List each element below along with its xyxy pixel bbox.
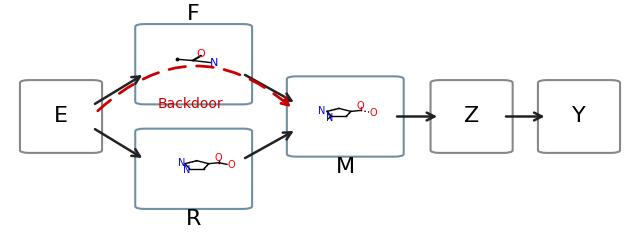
Text: N: N [211,58,219,68]
FancyBboxPatch shape [287,76,404,157]
Text: R: R [186,209,202,229]
FancyBboxPatch shape [538,80,620,153]
Text: O: O [196,49,205,59]
FancyBboxPatch shape [431,80,513,153]
FancyBboxPatch shape [20,80,102,153]
FancyBboxPatch shape [135,24,252,104]
Text: O: O [357,101,365,111]
Text: Backdoor: Backdoor [157,97,223,111]
Text: N: N [184,164,191,175]
Text: M: M [336,157,355,177]
Text: N: N [326,113,333,123]
Text: N: N [178,158,185,168]
Text: Y: Y [572,106,586,127]
FancyBboxPatch shape [135,129,252,209]
FancyArrowPatch shape [98,66,289,111]
Text: O: O [227,160,235,170]
Text: O: O [215,153,223,163]
Text: Z: Z [464,106,479,127]
Text: F: F [188,4,200,24]
Text: O: O [369,108,377,118]
Text: E: E [54,106,68,127]
Text: N: N [317,106,325,116]
